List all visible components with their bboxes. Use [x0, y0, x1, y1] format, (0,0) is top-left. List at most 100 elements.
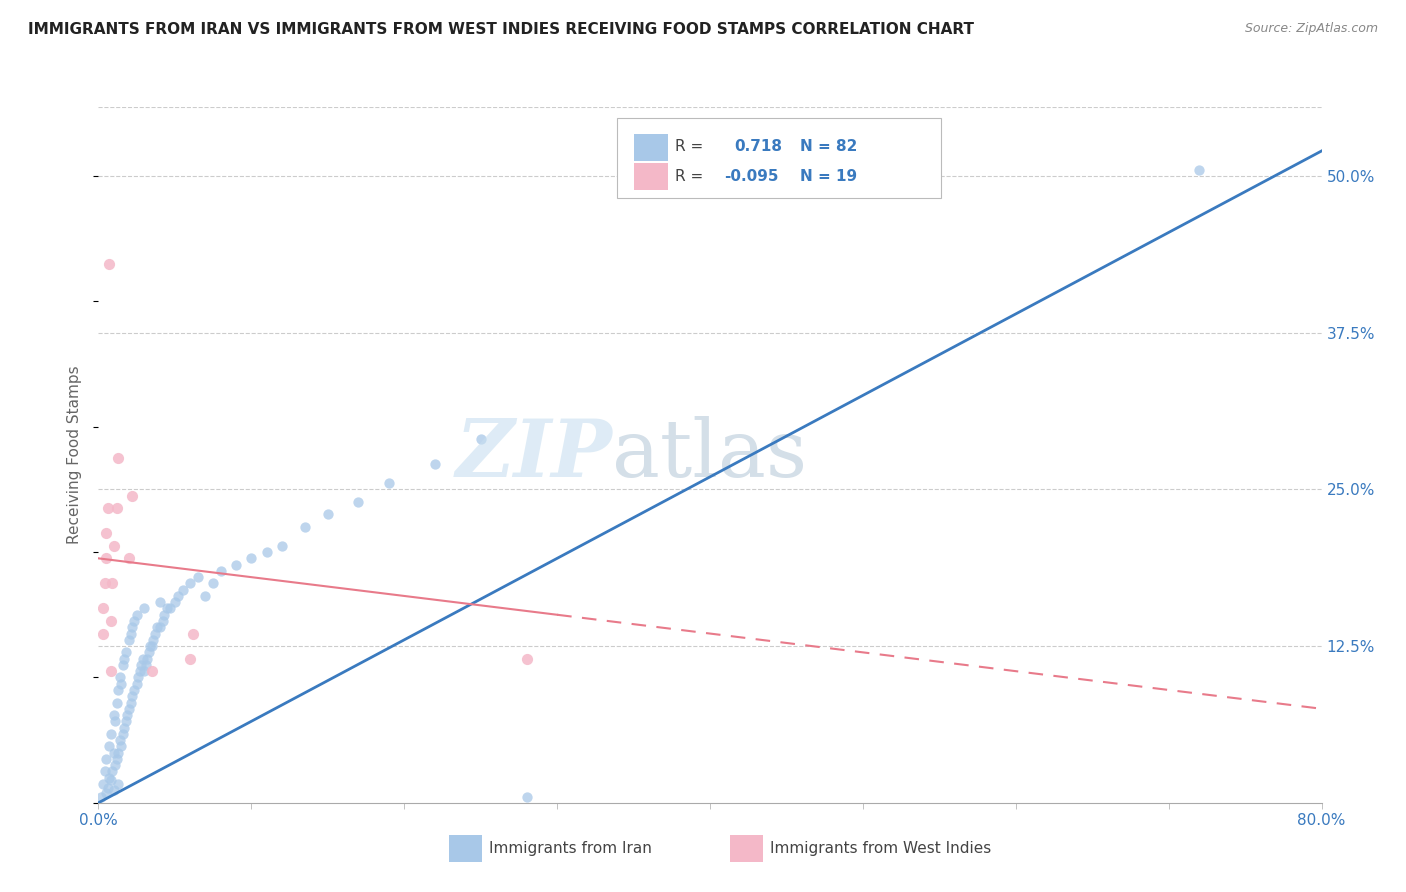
Point	[98, 739, 121, 754]
Point	[149, 620, 172, 634]
Text: R =: R =	[675, 169, 709, 184]
Point	[111, 657, 134, 672]
Point	[100, 664, 122, 678]
Point	[139, 639, 162, 653]
Point	[172, 582, 194, 597]
Point	[225, 558, 247, 572]
Point	[107, 777, 129, 791]
Point	[179, 576, 201, 591]
Point	[134, 664, 156, 678]
Point	[94, 786, 117, 800]
Point	[516, 651, 538, 665]
Y-axis label: Receiving Food Stamps: Receiving Food Stamps	[67, 366, 83, 544]
Point	[134, 601, 156, 615]
Point	[145, 620, 167, 634]
Point	[125, 676, 148, 690]
Point	[100, 727, 122, 741]
Point	[347, 495, 370, 509]
Point	[141, 639, 163, 653]
Point	[135, 657, 157, 672]
Point	[256, 545, 278, 559]
Point	[97, 780, 120, 795]
Point	[127, 670, 149, 684]
Point	[1188, 162, 1211, 177]
Point	[105, 696, 128, 710]
Point	[103, 539, 125, 553]
Text: N = 19: N = 19	[800, 169, 858, 184]
Point	[152, 614, 174, 628]
Point	[112, 721, 135, 735]
Point	[122, 683, 145, 698]
Point	[108, 733, 131, 747]
Point	[100, 614, 122, 628]
Point	[121, 620, 143, 634]
Point	[141, 664, 163, 678]
Point	[115, 714, 138, 729]
Point	[91, 601, 114, 615]
Point	[104, 758, 127, 772]
Point	[90, 789, 112, 804]
Point	[107, 451, 129, 466]
Point	[103, 746, 125, 760]
Point	[91, 777, 114, 791]
Point	[516, 789, 538, 804]
Point	[149, 595, 172, 609]
Point	[316, 508, 339, 522]
Point	[101, 764, 124, 779]
Point	[294, 520, 316, 534]
Point	[240, 551, 263, 566]
Point	[143, 626, 166, 640]
Point	[120, 696, 142, 710]
Point	[125, 607, 148, 622]
Point	[91, 626, 114, 640]
Text: Source: ZipAtlas.com: Source: ZipAtlas.com	[1244, 22, 1378, 36]
Text: ZIP: ZIP	[456, 417, 612, 493]
Point	[103, 708, 125, 723]
Point	[94, 752, 117, 766]
Point	[100, 773, 122, 788]
Point	[97, 501, 120, 516]
Point	[94, 551, 117, 566]
Point	[156, 601, 179, 615]
Text: R =: R =	[675, 139, 709, 154]
Point	[270, 539, 292, 553]
Point	[107, 746, 129, 760]
Point	[159, 601, 181, 615]
Point	[117, 708, 139, 723]
Point	[163, 595, 186, 609]
Point	[98, 771, 121, 785]
Point	[122, 614, 145, 628]
Point	[105, 752, 128, 766]
Point	[129, 657, 152, 672]
Point	[101, 576, 124, 591]
Point	[181, 626, 204, 640]
Text: atlas: atlas	[612, 416, 807, 494]
Point	[107, 683, 129, 698]
Point	[98, 257, 121, 271]
Point	[94, 526, 117, 541]
Point	[93, 576, 115, 591]
Point	[136, 651, 159, 665]
Point	[138, 645, 160, 659]
Point	[120, 626, 142, 640]
Point	[110, 676, 132, 690]
Point	[470, 432, 492, 446]
Point	[153, 607, 176, 622]
Point	[112, 651, 135, 665]
Point	[104, 714, 127, 729]
Point	[132, 651, 155, 665]
Point	[118, 551, 141, 566]
Point	[105, 501, 128, 516]
Text: Immigrants from Iran: Immigrants from Iran	[489, 841, 652, 855]
Point	[423, 458, 446, 472]
Point	[115, 645, 138, 659]
Point	[194, 589, 217, 603]
Point	[103, 783, 125, 797]
Point	[118, 632, 141, 647]
Point	[118, 702, 141, 716]
Text: Immigrants from West Indies: Immigrants from West Indies	[770, 841, 991, 855]
Point	[209, 564, 232, 578]
Point	[179, 651, 201, 665]
Point	[128, 664, 150, 678]
Point	[378, 476, 401, 491]
